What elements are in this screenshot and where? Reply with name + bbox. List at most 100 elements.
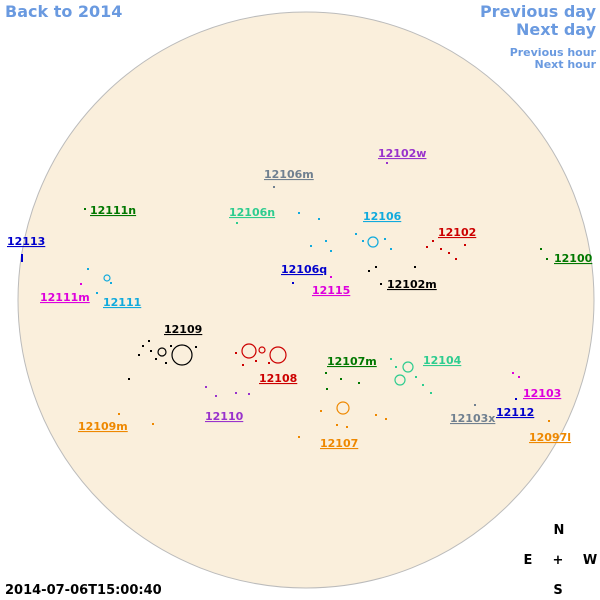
- spot-group: [21, 254, 23, 262]
- region-label[interactable]: 12097l: [529, 431, 571, 444]
- solar-disk: [17, 11, 595, 589]
- spot: [546, 258, 548, 260]
- spot: [358, 382, 360, 384]
- spot: [298, 212, 300, 214]
- region-labels: 12102w 12106m 12111n 12106n 12106 12102 …: [7, 147, 593, 450]
- spot: [336, 424, 338, 426]
- region-label[interactable]: 12107m: [327, 355, 377, 368]
- region-label[interactable]: 12100: [554, 252, 593, 265]
- spot-group: [540, 248, 548, 260]
- spot: [110, 282, 112, 284]
- next-day-link[interactable]: Next day: [516, 20, 597, 39]
- spot: [155, 358, 157, 360]
- spot: [340, 378, 342, 380]
- previous-day-link[interactable]: Previous day: [480, 2, 597, 21]
- region-label[interactable]: 12111m: [40, 291, 90, 304]
- spot-group: [87, 268, 112, 294]
- timestamp: 2014-07-06T15:00:40: [5, 583, 162, 598]
- spot: [430, 392, 432, 394]
- spot: [80, 283, 82, 285]
- region-label[interactable]: 12106q: [281, 263, 327, 276]
- region-label[interactable]: 12102w: [378, 147, 426, 160]
- spot: [512, 372, 514, 374]
- spot-group: [426, 240, 466, 260]
- spot: [385, 418, 387, 420]
- spot: [96, 292, 98, 294]
- region-label[interactable]: 12110: [205, 410, 244, 423]
- spot: [362, 240, 364, 242]
- spot: [415, 376, 417, 378]
- spot: [346, 426, 348, 428]
- spot: [474, 404, 476, 406]
- spot: [386, 162, 388, 164]
- large-spot: [241, 343, 257, 359]
- region-label[interactable]: 12104: [423, 354, 462, 367]
- spot-group: [325, 372, 360, 390]
- spot: [548, 420, 550, 422]
- spot: [310, 245, 312, 247]
- region-label[interactable]: 12111n: [90, 204, 136, 217]
- region-label[interactable]: 12109: [164, 323, 202, 336]
- spot: [464, 244, 466, 246]
- spot: [395, 366, 397, 368]
- spot: [318, 218, 320, 220]
- spot: [540, 248, 542, 250]
- spot: [426, 246, 428, 248]
- spot: [195, 346, 197, 348]
- spot-group: [118, 413, 154, 425]
- spot: [248, 393, 250, 395]
- region-label[interactable]: 12109m: [78, 420, 128, 433]
- compass-west: W: [583, 553, 597, 568]
- spot-group: [512, 372, 520, 378]
- spot: [390, 248, 392, 250]
- large-spot: [367, 236, 379, 248]
- spot: [325, 240, 327, 242]
- spot: [380, 283, 382, 285]
- region-label[interactable]: 12106: [363, 210, 402, 223]
- region-label[interactable]: 12103: [523, 387, 561, 400]
- spot-group: [235, 343, 287, 366]
- spot: [320, 410, 322, 412]
- spot-group: [548, 420, 550, 422]
- spot: [390, 358, 392, 360]
- region-label[interactable]: 12106n: [229, 206, 275, 219]
- region-label[interactable]: 12102: [438, 226, 476, 239]
- compass-south: S: [553, 583, 562, 598]
- region-label[interactable]: 12115: [312, 284, 350, 297]
- spot: [422, 384, 424, 386]
- spot: [215, 395, 217, 397]
- spot-group: [236, 222, 238, 224]
- region-label[interactable]: 12106m: [264, 168, 314, 181]
- spot: [326, 388, 328, 390]
- spot: [255, 360, 257, 362]
- spot: [455, 258, 457, 260]
- spot-group: [390, 358, 432, 394]
- compass-east: E: [524, 553, 533, 568]
- compass-north: N: [554, 523, 565, 538]
- spot: [518, 376, 520, 378]
- region-label[interactable]: 12113: [7, 235, 45, 248]
- next-hour-link[interactable]: Next hour: [535, 58, 597, 71]
- large-spot: [402, 361, 414, 373]
- spot: [330, 276, 332, 278]
- spot: [414, 266, 416, 268]
- spot: [375, 266, 377, 268]
- spot-group: [273, 186, 275, 188]
- region-label[interactable]: 12107: [320, 437, 358, 450]
- spot: [325, 372, 327, 374]
- spot: [330, 250, 332, 252]
- region-label[interactable]: 12102m: [387, 278, 437, 291]
- spot: [235, 392, 237, 394]
- spot-group: [80, 283, 82, 285]
- region-label[interactable]: 12112: [496, 406, 534, 419]
- spot: [170, 345, 172, 347]
- spot-groups: [21, 162, 550, 438]
- spot: [128, 378, 130, 380]
- previous-hour-link[interactable]: Previous hour: [510, 46, 597, 59]
- region-label[interactable]: 12111: [103, 296, 141, 309]
- region-label[interactable]: 12103x: [450, 412, 495, 425]
- spot: [432, 240, 434, 242]
- spot: [138, 354, 140, 356]
- back-link[interactable]: Back to 2014: [5, 2, 122, 21]
- region-label[interactable]: 12108: [259, 372, 297, 385]
